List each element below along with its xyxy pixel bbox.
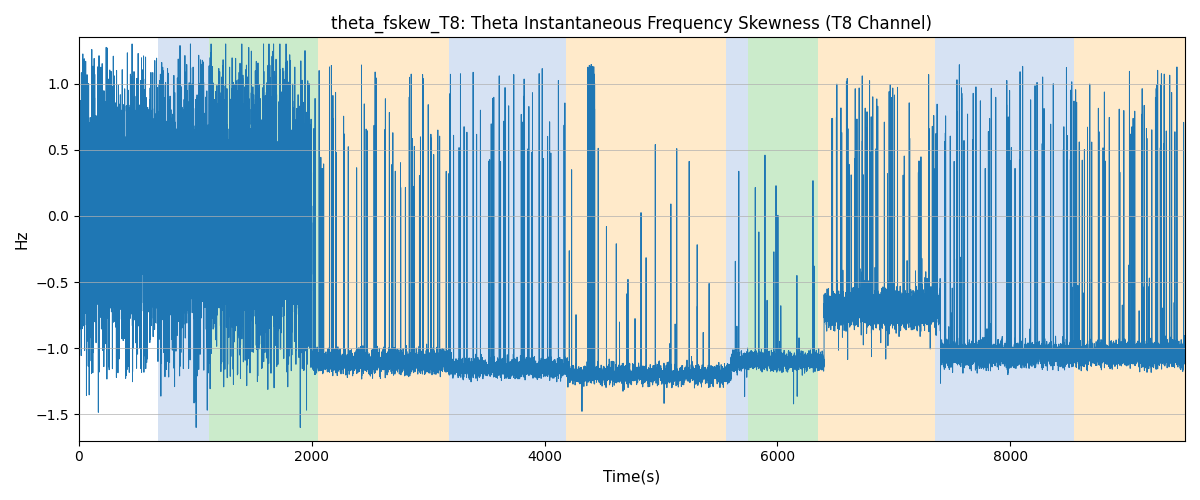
Bar xyxy=(449,38,565,440)
Bar xyxy=(726,38,749,440)
Y-axis label: Hz: Hz xyxy=(14,230,30,249)
Bar xyxy=(964,38,1074,440)
Bar xyxy=(565,38,726,440)
Bar xyxy=(318,38,449,440)
Bar xyxy=(935,38,964,440)
X-axis label: Time(s): Time(s) xyxy=(604,470,660,485)
Title: theta_fskew_T8: Theta Instantaneous Frequency Skewness (T8 Channel): theta_fskew_T8: Theta Instantaneous Freq… xyxy=(331,15,932,34)
Bar xyxy=(209,38,318,440)
Bar xyxy=(749,38,818,440)
Bar xyxy=(158,38,209,440)
Bar xyxy=(818,38,935,440)
Bar xyxy=(1074,38,1186,440)
